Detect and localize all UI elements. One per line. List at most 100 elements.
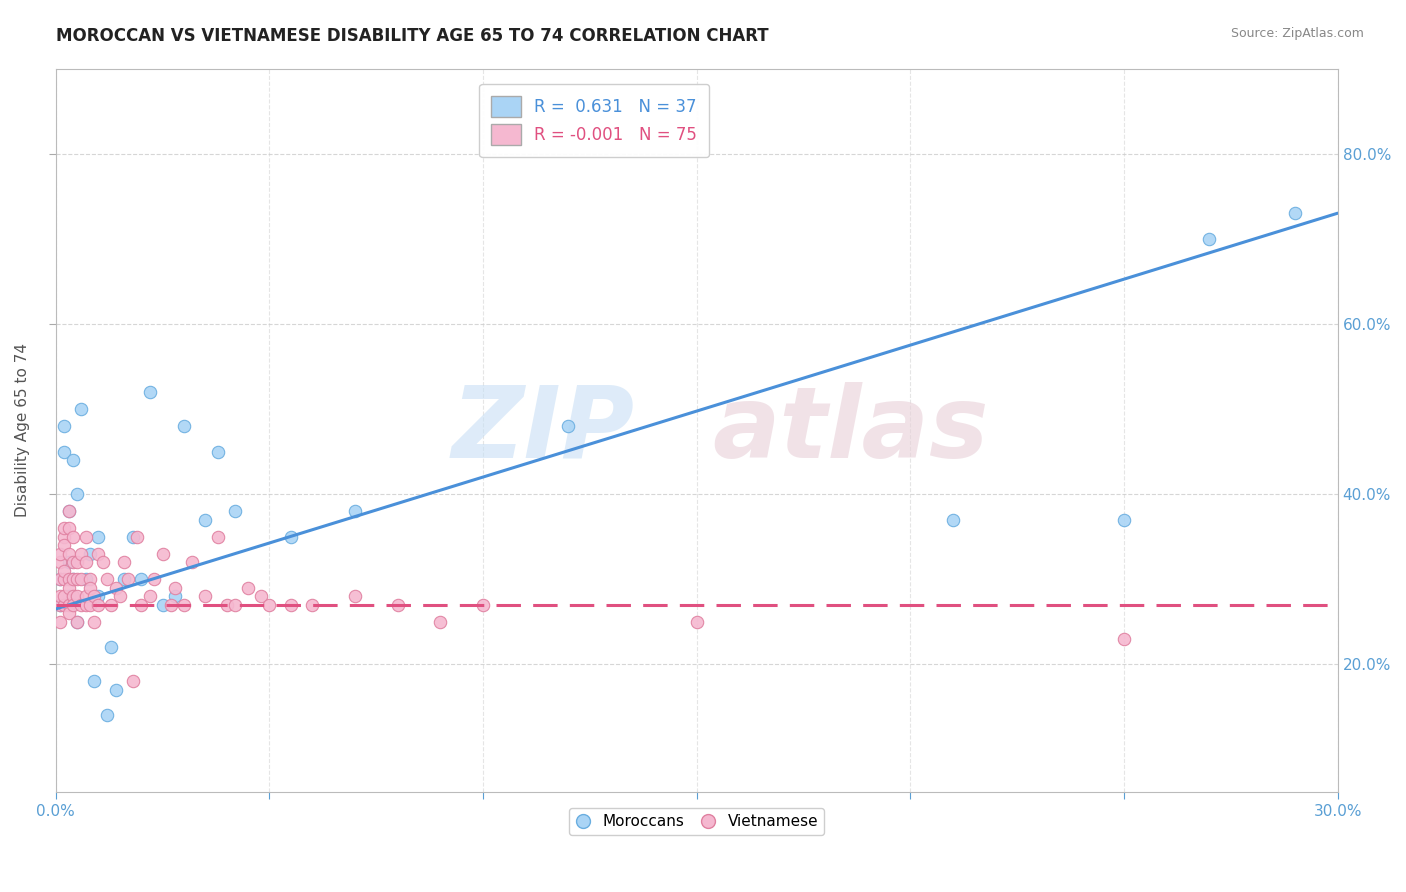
Point [280,530,302,544]
Point [152,598,174,612]
Point [87,598,110,612]
Point [121,530,143,544]
Point [1112,632,1135,646]
Point [49,547,72,561]
Point [165,581,187,595]
Point [472,598,495,612]
Point [138,384,160,399]
Point [49,615,72,629]
Point [181,555,204,569]
Point [91,555,114,569]
Point [429,615,451,629]
Point [79,547,101,561]
Point [108,589,131,603]
Point [87,547,110,561]
Point [66,572,89,586]
Point [1284,206,1306,220]
Point [58,606,80,620]
Point [53,521,76,535]
Point [942,513,965,527]
Y-axis label: Disability Age 65 to 74: Disability Age 65 to 74 [15,343,30,517]
Point [224,598,246,612]
Point [117,572,139,586]
Point [58,572,80,586]
Point [53,598,76,612]
Point [75,598,97,612]
Point [58,589,80,603]
Point [70,547,93,561]
Legend: Moroccans, Vietnamese: Moroccans, Vietnamese [569,808,824,835]
Point [249,589,271,603]
Point [194,589,217,603]
Point [259,598,281,612]
Point [75,555,97,569]
Point [62,572,84,586]
Point [70,572,93,586]
Point [49,572,72,586]
Point [224,504,246,518]
Point [49,598,72,612]
Point [75,530,97,544]
Point [58,555,80,569]
Point [70,598,93,612]
Point [66,487,89,501]
Point [83,674,105,689]
Point [112,572,135,586]
Text: atlas: atlas [713,382,988,479]
Point [66,555,89,569]
Point [79,581,101,595]
Point [100,598,122,612]
Point [87,589,110,603]
Point [58,598,80,612]
Point [49,572,72,586]
Point [53,538,76,552]
Point [112,555,135,569]
Point [62,589,84,603]
Point [58,504,80,518]
Point [58,547,80,561]
Point [58,521,80,535]
Point [207,530,229,544]
Point [53,419,76,434]
Point [53,589,76,603]
Point [1198,232,1220,246]
Point [66,589,89,603]
Point [75,589,97,603]
Point [96,708,118,723]
Text: Source: ZipAtlas.com: Source: ZipAtlas.com [1230,27,1364,40]
Point [53,564,76,578]
Point [152,547,174,561]
Point [62,453,84,467]
Point [173,419,195,434]
Point [301,598,323,612]
Point [194,513,217,527]
Point [58,581,80,595]
Point [75,572,97,586]
Point [49,589,72,603]
Text: ZIP: ZIP [451,382,634,479]
Point [87,530,110,544]
Point [53,444,76,458]
Point [66,615,89,629]
Point [100,640,122,655]
Point [236,581,259,595]
Point [173,598,195,612]
Point [207,444,229,458]
Point [53,530,76,544]
Point [62,572,84,586]
Point [1112,513,1135,527]
Point [58,504,80,518]
Text: MOROCCAN VS VIETNAMESE DISABILITY AGE 65 TO 74 CORRELATION CHART: MOROCCAN VS VIETNAMESE DISABILITY AGE 65… [56,27,769,45]
Point [70,401,93,416]
Point [121,674,143,689]
Point [83,615,105,629]
Point [49,598,72,612]
Point [62,530,84,544]
Point [160,598,183,612]
Point [343,504,366,518]
Point [280,598,302,612]
Point [104,581,127,595]
Point [79,598,101,612]
Point [53,572,76,586]
Point [104,682,127,697]
